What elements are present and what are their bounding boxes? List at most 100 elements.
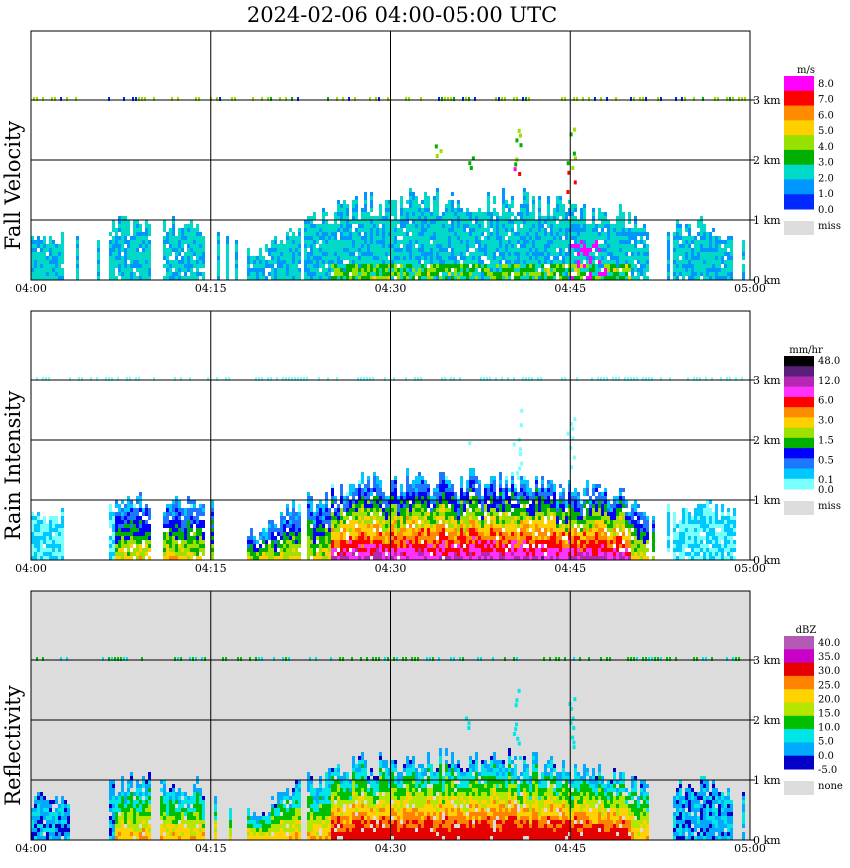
echo-cell bbox=[34, 536, 37, 540]
echo-cell bbox=[487, 484, 490, 488]
echo-cell bbox=[499, 488, 502, 492]
echo-cell bbox=[118, 528, 121, 532]
echo-cell bbox=[550, 252, 553, 256]
echo-cell bbox=[475, 240, 478, 244]
echo-cell bbox=[328, 224, 331, 228]
echo-cell bbox=[442, 212, 445, 216]
echo-cell bbox=[388, 548, 391, 552]
echo-cell bbox=[277, 540, 280, 544]
echo-cell bbox=[526, 516, 529, 520]
echo-cell bbox=[259, 544, 262, 548]
echo-cell bbox=[268, 248, 271, 252]
echo-cell bbox=[43, 516, 46, 520]
echo-cell bbox=[706, 268, 709, 272]
echo-cell bbox=[676, 224, 679, 228]
echo-cell bbox=[385, 496, 388, 500]
echo-cell bbox=[343, 556, 346, 560]
echo-cell bbox=[511, 232, 514, 236]
echo-cell bbox=[715, 236, 718, 240]
echo-cell bbox=[460, 524, 463, 528]
echo-cell bbox=[331, 228, 334, 232]
echo-cell bbox=[643, 232, 646, 236]
echo-cell bbox=[127, 232, 130, 236]
echo-cell bbox=[448, 524, 451, 528]
echo-cell bbox=[367, 544, 370, 548]
echo-cell bbox=[715, 256, 718, 260]
echo-cell bbox=[553, 224, 556, 228]
echo-cell bbox=[634, 268, 637, 272]
echo-cell bbox=[289, 512, 292, 516]
echo-cell bbox=[418, 248, 421, 252]
echo-cell bbox=[676, 248, 679, 252]
echo-cell bbox=[265, 244, 268, 248]
echo-cell bbox=[121, 500, 124, 504]
echo-cell bbox=[475, 488, 478, 492]
echo-cell bbox=[388, 520, 391, 524]
echo-cell bbox=[262, 276, 265, 280]
echo-cell bbox=[505, 488, 508, 492]
legend-label: 0.0 bbox=[818, 205, 834, 216]
echo-cell bbox=[337, 204, 340, 208]
echo-cell bbox=[634, 220, 637, 224]
echo-cell bbox=[520, 228, 523, 232]
echo-cell bbox=[271, 532, 274, 536]
echo-cell bbox=[484, 500, 487, 504]
echo-cell bbox=[715, 240, 718, 244]
echo-cell bbox=[451, 500, 454, 504]
echo-cell bbox=[364, 512, 367, 516]
echo-cell bbox=[556, 236, 559, 240]
echo-cell bbox=[292, 540, 295, 544]
echo-cell bbox=[715, 272, 718, 276]
echo-cell bbox=[628, 256, 631, 260]
echo-cell bbox=[436, 484, 439, 488]
echo-cell bbox=[358, 252, 361, 256]
echo-cell bbox=[514, 544, 517, 548]
echo-cell bbox=[421, 228, 424, 232]
echo-cell bbox=[451, 552, 454, 556]
echo-cell bbox=[337, 504, 340, 508]
echo-cell bbox=[493, 256, 496, 260]
echo-cell bbox=[529, 240, 532, 244]
echo-cell bbox=[487, 276, 490, 280]
echo-cell bbox=[406, 256, 409, 260]
echo-cell bbox=[445, 504, 448, 508]
echo-cell bbox=[163, 248, 166, 252]
echo-cell bbox=[481, 508, 484, 512]
echo-cell bbox=[487, 264, 490, 268]
echo-cell bbox=[136, 276, 139, 280]
echo-cell bbox=[514, 260, 517, 264]
echo-cell bbox=[628, 244, 631, 248]
echo-cell bbox=[259, 552, 262, 556]
echo-cell bbox=[346, 528, 349, 532]
echo-cell bbox=[547, 260, 550, 264]
echo-cell bbox=[133, 248, 136, 252]
echo-cell bbox=[532, 276, 535, 280]
echo-cell bbox=[700, 228, 703, 232]
echo-cell bbox=[280, 544, 283, 548]
echo-cell bbox=[514, 556, 517, 560]
echo-cell bbox=[112, 520, 115, 524]
echo-cell bbox=[514, 532, 517, 536]
echo-cell bbox=[127, 272, 130, 276]
echo-cell bbox=[520, 256, 523, 260]
echo-cell bbox=[421, 532, 424, 536]
echo-cell bbox=[370, 196, 373, 200]
echo-cell bbox=[145, 268, 148, 272]
echo-cell bbox=[472, 276, 475, 280]
echo-cell bbox=[679, 236, 682, 240]
echo-cell bbox=[523, 492, 526, 496]
echo-cell bbox=[352, 236, 355, 240]
echo-cell bbox=[700, 252, 703, 256]
echo-cell bbox=[445, 208, 448, 212]
echo-cell bbox=[370, 504, 373, 508]
echo-cell bbox=[37, 260, 40, 264]
echo-cell bbox=[199, 512, 202, 516]
echo-cell bbox=[325, 552, 328, 556]
echo-cell bbox=[475, 556, 478, 560]
echo-cell bbox=[283, 268, 286, 272]
echo-cell bbox=[169, 264, 172, 268]
echo-cell bbox=[631, 228, 634, 232]
echo-cell bbox=[469, 500, 472, 504]
echo-cell bbox=[382, 240, 385, 244]
echo-cell bbox=[121, 232, 124, 236]
